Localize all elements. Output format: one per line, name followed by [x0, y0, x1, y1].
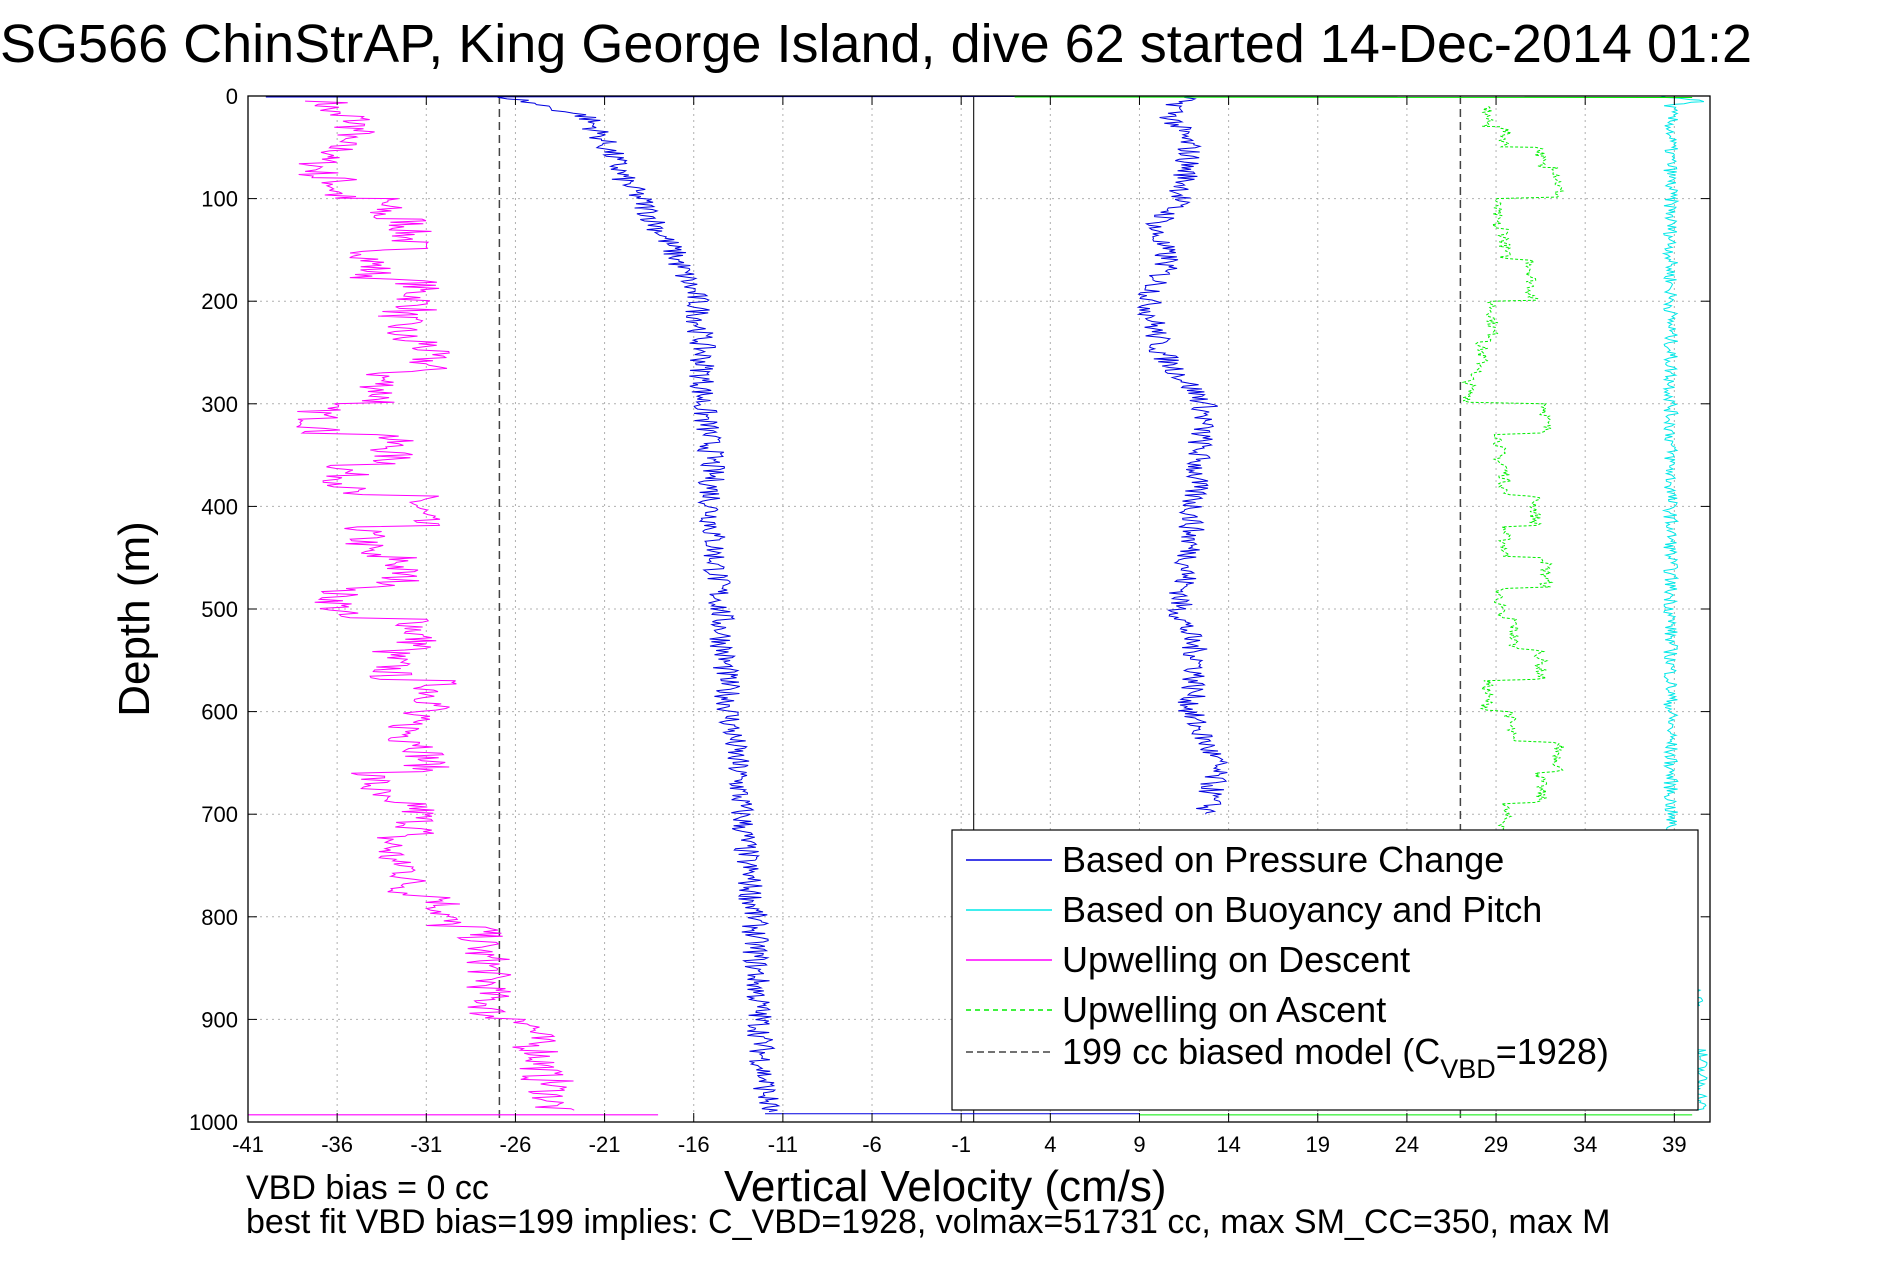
x-tick-label: 34	[1573, 1132, 1597, 1157]
x-tick-label: -21	[589, 1132, 621, 1157]
x-tick-label: 4	[1044, 1132, 1056, 1157]
y-tick-label: 200	[201, 289, 238, 314]
y-axis-label: Depth (m)	[110, 521, 159, 717]
y-tick-label: 1000	[189, 1110, 238, 1135]
surface-trace	[1014, 96, 1693, 99]
chart-title: SG566 ChinStrAP, King George Island, div…	[0, 14, 1753, 74]
y-tick-label: 600	[201, 700, 238, 725]
legend-label: Upwelling on Descent	[1062, 939, 1410, 980]
x-tick-label: 9	[1133, 1132, 1145, 1157]
upwelling-descent-series	[296, 100, 575, 1111]
vbd-bias-note: VBD bias = 0 cc	[246, 1169, 489, 1207]
x-tick-label: 24	[1395, 1132, 1419, 1157]
x-axis-label: Vertical Velocity (cm/s)	[724, 1162, 1167, 1211]
y-tick-label: 400	[201, 494, 238, 519]
x-tick-label: -6	[862, 1132, 882, 1157]
y-tick-label: 100	[201, 187, 238, 212]
x-tick-label: 14	[1216, 1132, 1240, 1157]
x-tick-label: -26	[500, 1132, 532, 1157]
x-tick-label: -36	[321, 1132, 353, 1157]
legend-box	[951, 829, 1699, 1111]
x-tick-label: -41	[232, 1132, 264, 1157]
y-tick-label: 700	[201, 802, 238, 827]
y-tick-label: 900	[201, 1007, 238, 1032]
x-tick-label: 19	[1306, 1132, 1330, 1157]
legend-label: Based on Buoyancy and Pitch	[1062, 889, 1542, 930]
legend-label: Upwelling on Ascent	[1062, 989, 1386, 1030]
x-tick-label: -31	[410, 1132, 442, 1157]
best-fit-note: best fit VBD bias=199 implies: C_VBD=192…	[246, 1203, 1611, 1241]
y-tick-label: 0	[226, 84, 238, 109]
y-tick-label: 800	[201, 905, 238, 930]
x-tick-label: -1	[951, 1132, 971, 1157]
upwelling-ascent-series	[1461, 105, 1565, 834]
x-tick-label: 39	[1662, 1132, 1686, 1157]
legend-label: 199 cc biased model (CVBD=1928)	[1062, 1031, 1609, 1084]
x-tick-label: 29	[1484, 1132, 1508, 1157]
pressure-ascent-series	[1136, 95, 1228, 815]
pressure-descent-series	[497, 95, 781, 1112]
y-tick-label: 500	[201, 597, 238, 622]
y-tick-label: 300	[201, 392, 238, 417]
x-tick-label: -11	[768, 1132, 798, 1157]
legend-label: Based on Pressure Change	[1062, 839, 1504, 880]
x-tick-label: -16	[678, 1132, 710, 1157]
